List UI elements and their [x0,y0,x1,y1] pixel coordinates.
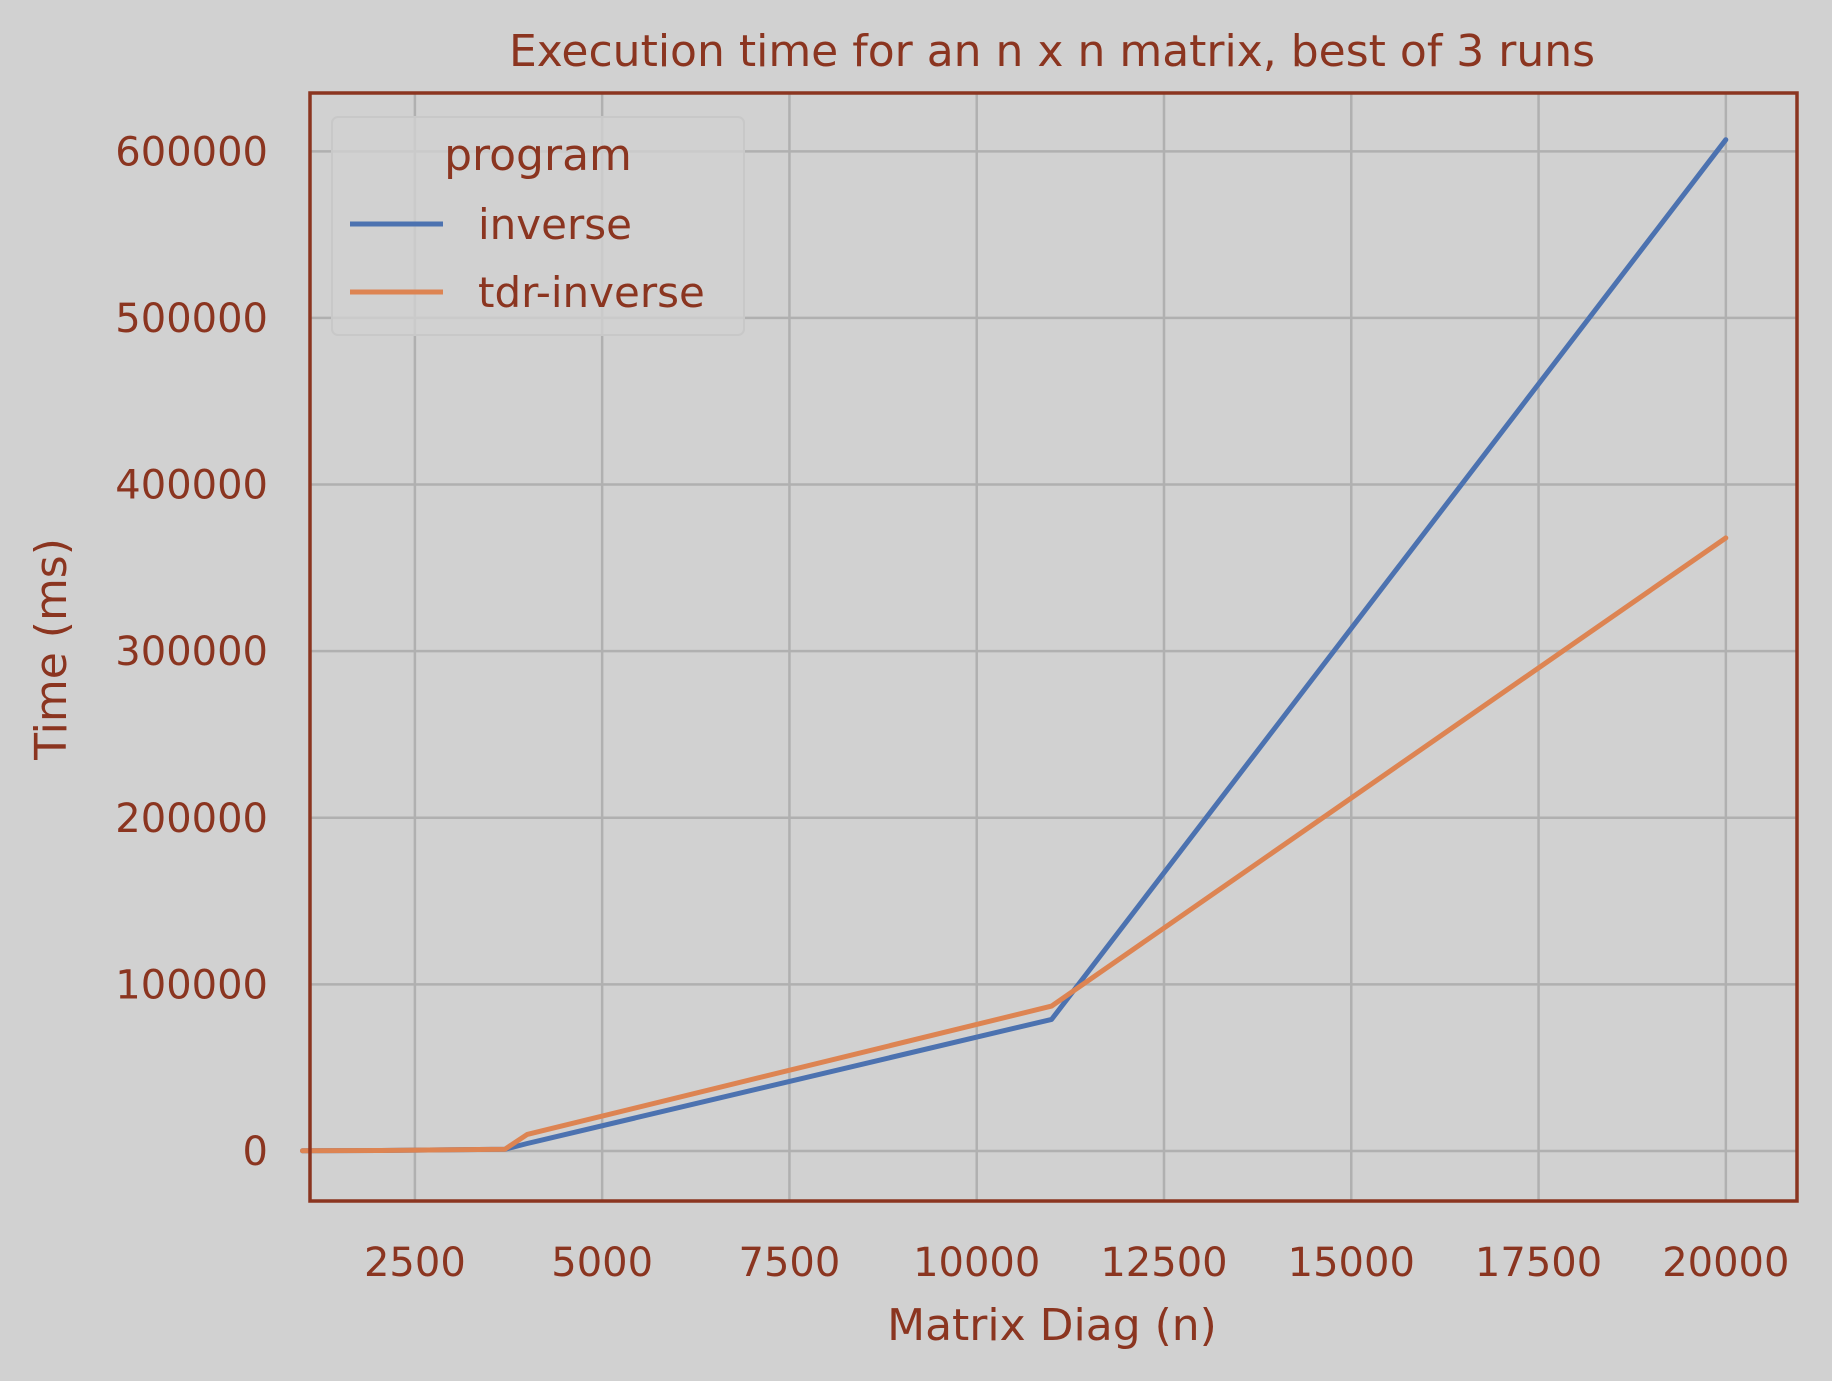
y-tick-label: 600000 [115,129,268,175]
x-tick-label: 10000 [913,1240,1040,1286]
x-tick-label: 15000 [1288,1240,1415,1286]
x-tick-label: 17500 [1475,1240,1602,1286]
legend-items: inverse tdr-inverse [350,200,705,317]
chart-title: Execution time for an n x n matrix, best… [509,26,1595,77]
y-tick-label: 200000 [115,796,268,842]
y-tick-label: 100000 [115,962,268,1008]
x-tick-label: 5000 [551,1240,653,1286]
x-axis-label: Matrix Diag (n) [887,1300,1217,1351]
y-tick-label: 300000 [115,629,268,675]
x-tick-label: 12500 [1100,1240,1227,1286]
y-ticks: 0 100000 200000 300000 400000 500000 600000 [115,129,268,1175]
y-tick-label: 500000 [115,296,268,342]
legend-box [331,116,745,336]
x-ticks: 2500 5000 7500 10000 12500 15000 17500 20000 [364,1240,1789,1286]
legend: program inverse tdr-inverse [331,116,745,336]
x-tick-label: 20000 [1662,1240,1789,1286]
plot-frame [308,91,1799,1203]
y-axis-label: Time (ms) [26,538,77,761]
y-tick-label: 0 [243,1129,268,1175]
grid [310,93,1797,1201]
legend-label-inverse: inverse [478,200,632,249]
x-tick-label: 2500 [364,1240,466,1286]
x-tick-label: 7500 [739,1240,841,1286]
legend-title: program [444,130,632,181]
series-line-tdr-inverse [300,535,1729,1154]
y-tick-label: 400000 [115,463,268,509]
legend-label-tdr-inverse: tdr-inverse [478,268,705,317]
series-layer [300,137,1729,1154]
